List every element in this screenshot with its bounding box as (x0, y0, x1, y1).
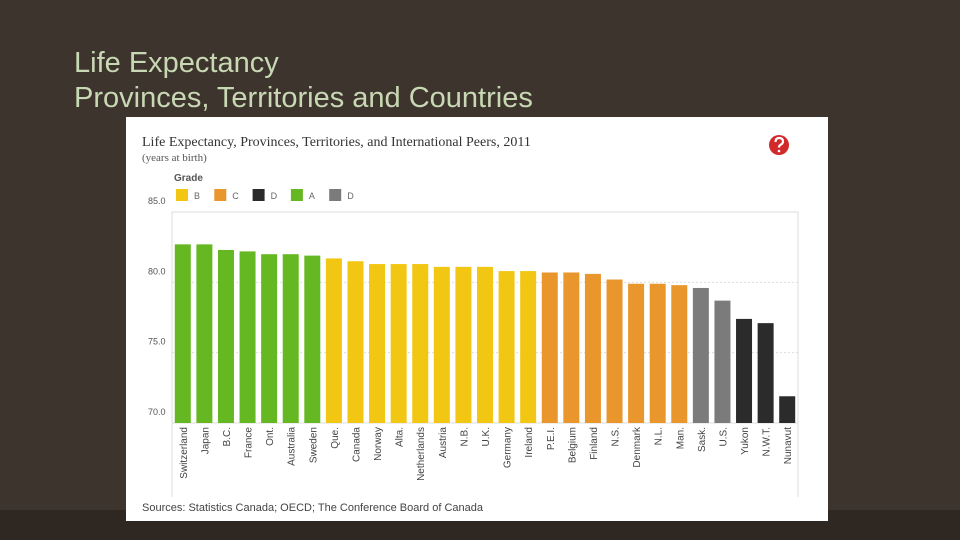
x-tick-label: Netherlands (416, 427, 427, 481)
source-note: Sources: Statistics Canada; OECD; The Co… (142, 502, 484, 514)
x-tick-label: Denmark (632, 426, 643, 468)
x-tick-label: France (244, 427, 255, 459)
x-tick-label: N.B. (459, 427, 470, 446)
x-tick-label: Alta. (395, 427, 406, 447)
legend-label: A (309, 191, 315, 201)
legend-swatch (329, 189, 342, 201)
help-icon[interactable] (769, 135, 789, 155)
bar (347, 261, 364, 423)
legend-swatch (290, 189, 303, 201)
x-tick-label: N.S. (611, 427, 622, 446)
x-tick-label: Yukon (740, 427, 751, 455)
bar (282, 254, 299, 423)
x-tick-label: Ireland (524, 427, 535, 458)
bar (239, 251, 256, 423)
bar (498, 271, 515, 423)
bar (563, 272, 580, 423)
legend-label: B (194, 191, 200, 201)
x-tick-label: Norway (373, 427, 384, 461)
legend-swatch (252, 189, 265, 201)
x-tick-label: P.E.I. (546, 427, 557, 450)
x-tick-label: Belgium (567, 427, 578, 463)
bar (174, 244, 191, 423)
help-glyph (774, 136, 785, 148)
bar (606, 279, 623, 423)
chart-subtitle: (years at birth) (142, 152, 207, 164)
x-tick-label: Canada (351, 427, 362, 462)
bar (541, 272, 558, 423)
legend-label: C (232, 191, 239, 201)
bar (779, 396, 796, 423)
x-tick-label: Japan (200, 427, 211, 454)
bar (369, 264, 386, 423)
y-tick-label: 70.0 (148, 407, 166, 417)
x-tick-label: B.C. (222, 427, 233, 446)
help-glyph-dot (777, 149, 781, 153)
y-tick-label: 80.0 (148, 266, 166, 276)
bar (714, 300, 731, 423)
x-tick-label: Finland (589, 427, 600, 460)
bar (757, 323, 774, 423)
x-tick-label: U.S. (718, 427, 729, 446)
x-tick-label: Switzerland (179, 427, 190, 479)
legend-swatch (214, 189, 227, 201)
y-tick-label: 75.0 (148, 337, 166, 347)
bar (412, 264, 429, 423)
x-tick-label: Sweden (308, 427, 319, 463)
legend-swatch (176, 189, 188, 201)
x-tick-label: Que. (330, 427, 341, 449)
bar (628, 283, 645, 423)
bar (477, 266, 493, 423)
bar (261, 254, 278, 423)
x-tick-label: Man. (675, 427, 686, 449)
x-tick-label: Germany (503, 427, 514, 468)
x-tick-label: Sask. (697, 427, 708, 452)
x-tick-label: Australia (287, 427, 298, 466)
bar (584, 273, 601, 423)
bar (455, 266, 472, 423)
bar (217, 249, 234, 423)
legend-label: D (271, 191, 278, 201)
bar (304, 255, 321, 423)
bar (390, 264, 407, 423)
legend-label: D (347, 191, 354, 201)
x-tick-label: N.W.T. (762, 427, 773, 456)
bar (325, 258, 342, 423)
bar (671, 285, 688, 423)
bar (196, 244, 213, 423)
bar (692, 287, 709, 423)
x-tick-label: Austria (438, 427, 449, 459)
bar (736, 318, 753, 423)
x-tick-label: N.L. (654, 427, 665, 445)
bar (649, 283, 666, 423)
y-tick-label: 85.0 (148, 196, 166, 206)
slide-title: Provinces, Territories and Countries (74, 82, 533, 114)
legend-title: Grade (174, 173, 203, 184)
chart-title: Life Expectancy, Provinces, Territories,… (142, 135, 531, 150)
x-tick-label: Ont. (265, 427, 276, 446)
bar (520, 271, 537, 423)
x-tick-label: Nunavut (783, 427, 794, 464)
bar (433, 266, 450, 423)
slide-title: Life Expectancy (74, 47, 279, 79)
x-tick-label: U.K. (481, 427, 492, 446)
